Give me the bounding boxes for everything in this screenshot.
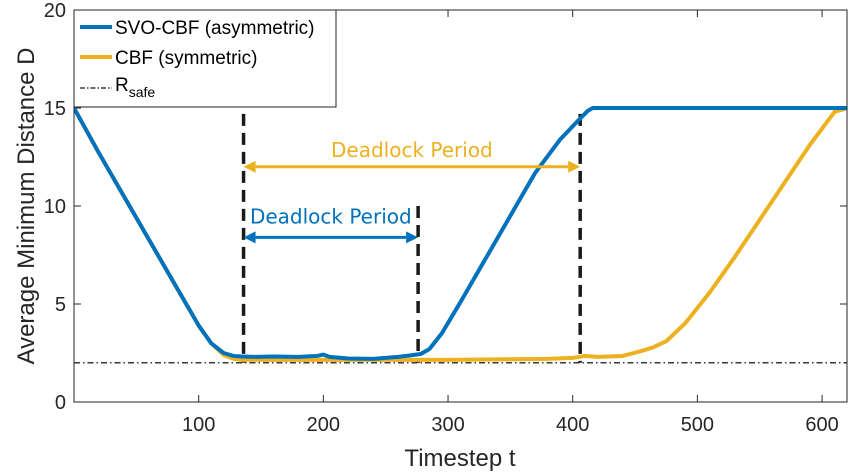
x-tick-label: 400 [556, 414, 589, 436]
y-tick-label: 10 [44, 196, 66, 218]
deadlock-markers [74, 113, 847, 364]
x-tick-label: 100 [182, 414, 215, 436]
legend-label-svo: SVO-CBF (asymmetric) [115, 18, 315, 39]
x-axis-label: Timestep t [404, 445, 515, 472]
y-tick-label: 5 [55, 294, 66, 316]
y-tick-label: 20 [44, 0, 66, 22]
y-axis-label: Average Minimum Distance D [13, 47, 40, 364]
x-tick-label: 300 [431, 414, 464, 436]
deadlock-period-label: Deadlock Period [331, 138, 493, 162]
legend-label-rsafe: Rsafe [115, 75, 155, 100]
y-tick-label: 0 [55, 392, 66, 414]
legend-label-cbf: CBF (symmetric) [115, 48, 257, 69]
deadlock-arrow-head-right [568, 160, 581, 173]
legend: SVO-CBF (asymmetric) CBF (symmetric) Rsa… [73, 9, 337, 108]
x-tick-label: 500 [681, 414, 714, 436]
deadlock-arrow-head-left [243, 231, 256, 244]
x-tick-label: 200 [307, 414, 340, 436]
y-tick-label: 15 [44, 98, 66, 120]
deadlock-arrow-head-left [243, 160, 256, 173]
deadlock-arrow-head-right [406, 231, 419, 244]
legend-box [73, 9, 337, 108]
plot-frame [73, 9, 848, 403]
svo-cbf-line [74, 106, 847, 361]
annotations: Deadlock Period Deadlock Period [243, 138, 581, 244]
deadlock-period-label: Deadlock Period [250, 204, 412, 228]
series-lines [74, 106, 847, 362]
x-tick-label: 600 [805, 414, 838, 436]
